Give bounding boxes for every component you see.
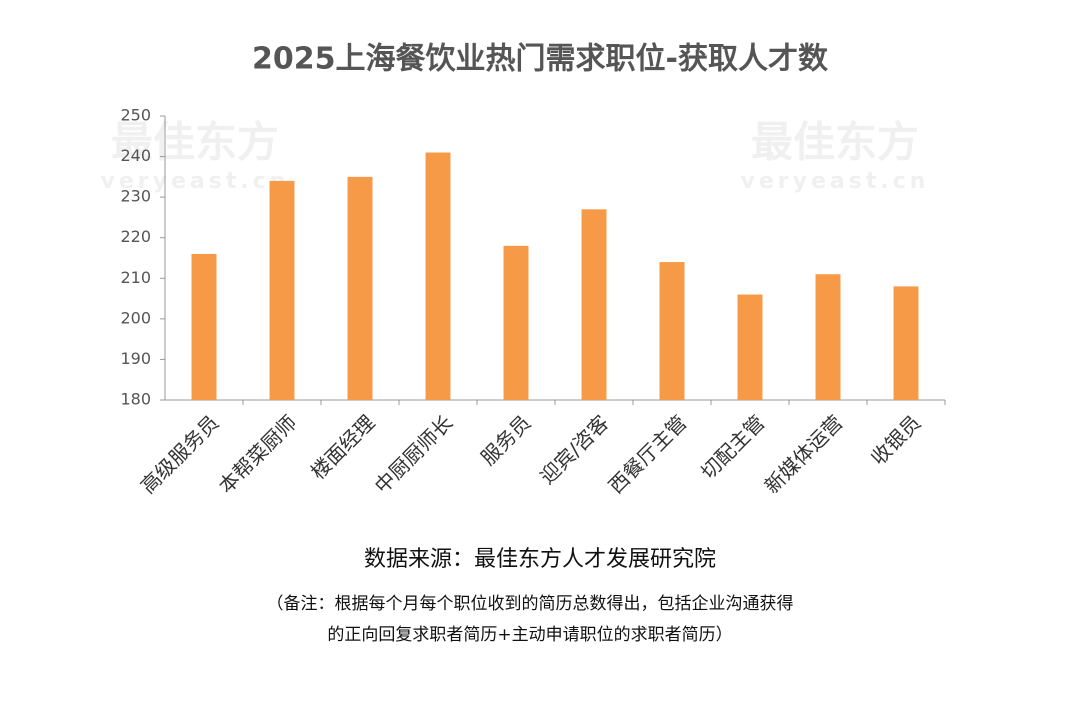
y-tick-label: 180: [120, 390, 151, 409]
y-tick-label: 230: [120, 187, 151, 206]
chart-title: 2025上海餐饮业热门需求职位-获取人才数: [252, 42, 829, 77]
x-tick-label: 服务员: [476, 410, 535, 469]
watermark-url: veryeast.cn: [101, 169, 290, 194]
x-tick-label: 中厨厨师长: [370, 410, 458, 498]
bar: [191, 253, 217, 400]
note-line: （备注：根据每个月每个职位收到的简历总数得出，包括企业沟通获得: [267, 594, 794, 614]
watermark-name: 最佳东方: [111, 118, 279, 167]
x-tick-label: 楼面经理: [306, 410, 380, 484]
watermark-url: veryeast.cn: [741, 169, 930, 194]
y-tick-label: 200: [120, 308, 151, 327]
x-tick-label: 西餐厅主管: [604, 410, 692, 498]
bar: [269, 180, 295, 400]
bar: [503, 245, 529, 400]
bar: [425, 152, 451, 400]
y-tick-label: 240: [120, 146, 151, 165]
bar: [893, 286, 919, 400]
x-tick-label: 收银员: [866, 410, 925, 469]
y-tick-label: 210: [120, 268, 151, 287]
x-tick-label: 本帮菜厨师: [214, 410, 302, 498]
bar: [659, 262, 685, 400]
bar: [581, 209, 607, 400]
bar: [347, 176, 373, 400]
bar: [737, 294, 763, 400]
x-tick-label: 切配主管: [696, 410, 770, 484]
x-tick-label: 高级服务员: [136, 410, 224, 498]
note-line: 的正向回复求职者简历+主动申请职位的求职者简历）: [327, 625, 732, 645]
source: 数据来源：最佳东方人才发展研究院: [364, 547, 716, 572]
x-tick-label: 新媒体运营: [760, 410, 848, 498]
y-tick-label: 250: [120, 106, 151, 125]
x-tick-label: 迎宾/咨客: [535, 410, 613, 488]
watermark: 最佳东方 veryeast.cn 最佳东方 veryeast.cn: [101, 118, 930, 195]
y-tick-label: 190: [120, 349, 151, 368]
bar: [815, 274, 841, 400]
watermark-name: 最佳东方: [751, 118, 919, 167]
y-tick-label: 220: [120, 227, 151, 246]
